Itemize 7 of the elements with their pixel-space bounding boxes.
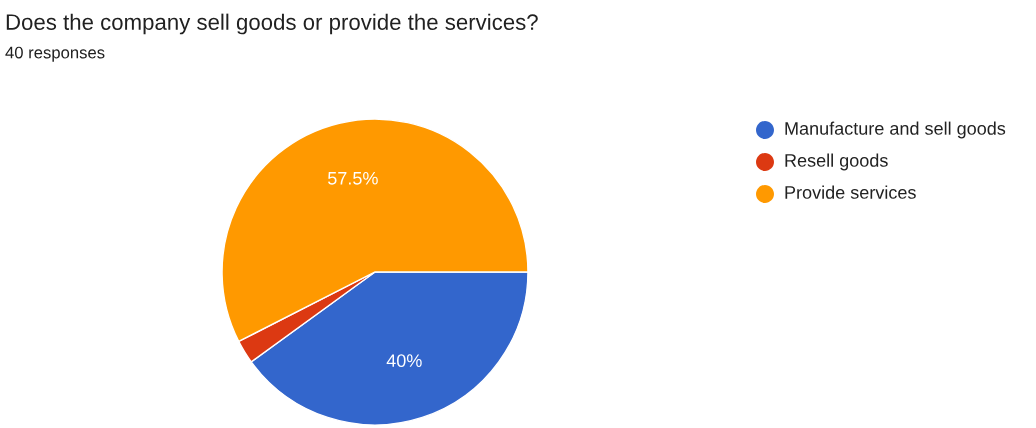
chart-title: Does the company sell goods or provide the services? <box>6 13 538 35</box>
data-label: 40% <box>386 354 422 368</box>
legend-label: Resell goods <box>785 153 888 171</box>
legend-label: Provide services <box>785 185 916 199</box>
text: 40 responses <box>5 46 105 62</box>
data-label: 57.5% <box>327 171 378 185</box>
legend-label: Manufacture and sell goods <box>785 121 1006 139</box>
